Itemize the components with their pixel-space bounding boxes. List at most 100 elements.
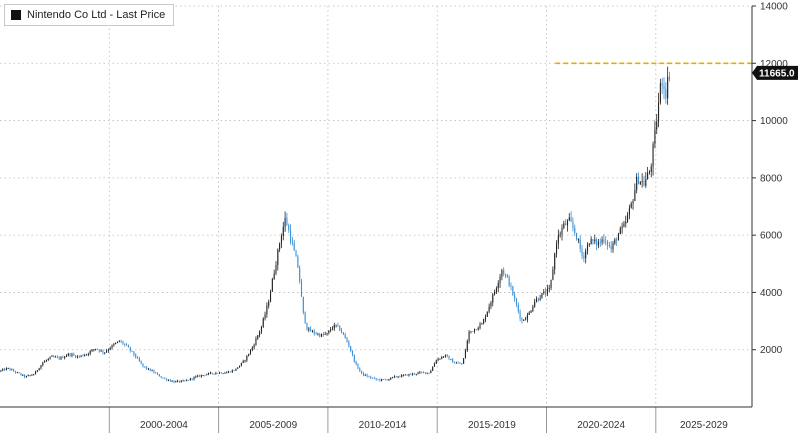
candle-body [483,319,485,324]
candle-body [147,368,150,370]
candle-body [410,374,412,375]
candle-body [16,372,18,374]
candle-body [51,356,53,357]
candle-body [249,350,252,354]
candle-body [302,296,304,313]
candle-body [109,348,111,350]
candle-body [286,217,288,226]
candle-body [27,375,29,377]
candle-body [415,373,417,375]
candle-body [366,374,368,377]
candle-body [7,368,9,369]
candle-body [104,352,106,354]
candle-body [506,274,508,278]
candle-body [304,312,306,323]
candle-body [255,338,257,345]
candle-body [570,217,572,222]
legend-swatch-icon [11,10,21,20]
candle-body [426,372,428,374]
candle-body [49,356,51,359]
y-tick-label: 8000 [760,173,783,184]
candle-body [279,243,281,250]
candle-body [308,328,310,330]
candle-body [293,242,295,251]
last-price-tag [752,65,798,80]
candle-body [184,380,186,382]
candle-body [257,335,259,339]
candle-body [36,370,38,372]
candle-body [450,359,452,361]
candle-body [268,301,270,306]
candle-body [33,374,35,376]
candle-body [639,181,641,184]
candle-body [348,342,350,347]
candle-body [76,356,78,358]
candle-body [648,171,650,173]
candle-body [397,376,399,378]
candle-body [401,375,403,377]
candle-body [211,372,213,374]
candle-body [452,359,454,363]
candle-body [546,288,548,294]
candle-body [29,375,31,377]
candle-body [463,358,465,364]
candle-body [13,369,15,372]
candle-body [244,360,246,362]
candle-body [563,223,565,228]
candle-body [166,378,168,381]
candle-body [517,304,519,312]
y-tick-label: 14000 [760,2,788,13]
candle-body [453,362,456,364]
candle-body [583,255,585,259]
candle-body [413,373,415,375]
candle-body [40,365,42,369]
candle-body [71,354,73,356]
candle-body [209,372,211,374]
candle-body [320,334,323,337]
candle-body [85,354,88,356]
candle-body [630,203,632,208]
candle-body [668,76,671,80]
candle-body [251,347,253,351]
candle-body [146,367,148,369]
candle-body [55,356,57,358]
candle-body [353,355,355,362]
candle-body [73,354,75,356]
x-period-label: 2005-2009 [249,420,297,431]
candle-body [665,88,667,99]
y-tick-label: 2000 [760,345,783,356]
candle-body [455,362,457,364]
candle-body [235,368,237,371]
candle-body [355,361,357,365]
candle-body [590,239,592,245]
candle-body [300,280,303,297]
candle-body [45,360,47,362]
candle-body [82,355,84,357]
candle-body [91,349,93,352]
candle-body [197,375,199,377]
candle-body [151,370,153,372]
candle-body [344,334,346,338]
candle-body [370,376,372,378]
candle-body [218,372,221,374]
candle-body [259,331,261,336]
candle-body [217,373,219,374]
candle-body [167,380,170,381]
axes-group [0,5,756,433]
candle-body [310,328,312,332]
candle-body [448,356,450,360]
candle-body [441,356,443,359]
candle-body [84,355,86,356]
candle-body [173,380,175,383]
candle-body [113,344,115,346]
candle-body [206,374,208,376]
candle-body [140,361,142,364]
candle-body [543,291,545,294]
candle-body [574,227,576,233]
candle-body [299,267,301,281]
candle-body [65,355,68,357]
candle-body [621,226,623,229]
candle-body [362,372,364,376]
candle-body [2,369,4,371]
candle-body [160,376,162,378]
